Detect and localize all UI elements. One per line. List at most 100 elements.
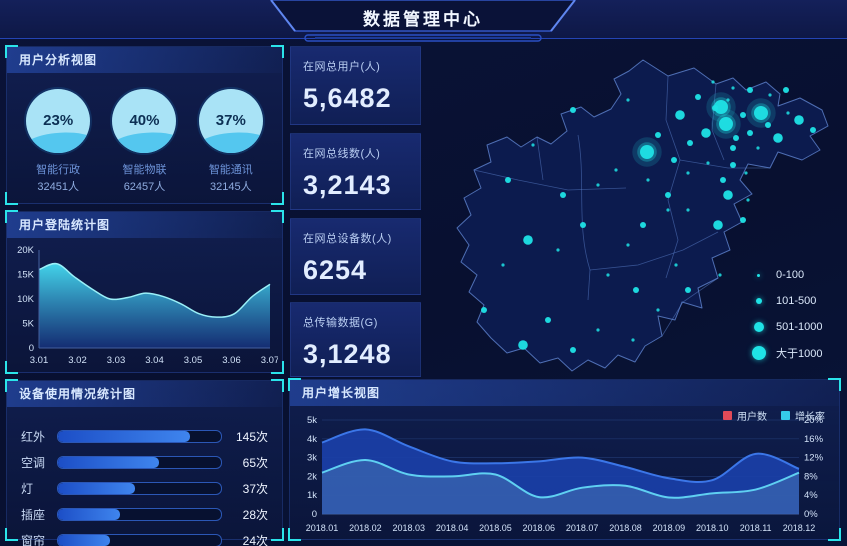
growth-chart-legend: 用户数 增长率 xyxy=(723,408,825,423)
svg-text:0: 0 xyxy=(29,343,34,354)
bar-row: 插座 28次 xyxy=(21,501,268,527)
svg-text:2018.06: 2018.06 xyxy=(523,523,556,533)
svg-text:4%: 4% xyxy=(804,490,818,501)
svg-text:8%: 8% xyxy=(804,471,818,482)
svg-text:3k: 3k xyxy=(307,453,317,464)
bar-category: 插座 xyxy=(21,507,46,522)
svg-text:2018.04: 2018.04 xyxy=(436,523,469,533)
corner-bracket xyxy=(5,528,18,541)
gauge-label: 智能物联 xyxy=(122,164,167,176)
bar-track xyxy=(57,455,222,469)
svg-text:2018.03: 2018.03 xyxy=(392,523,425,533)
stat-label: 在网总用户(人) xyxy=(303,61,381,73)
stat-card-total-lines: 在网总线数(人) 3,2143 xyxy=(290,133,421,210)
svg-text:2018.01: 2018.01 xyxy=(306,523,339,533)
legend-dot-icon xyxy=(756,298,762,304)
legend-label: 增长率 xyxy=(795,412,825,423)
svg-text:2018.05: 2018.05 xyxy=(479,523,512,533)
bar-value: 28次 xyxy=(242,507,268,522)
stat-value: 6254 xyxy=(303,255,368,285)
gauge-comms: 37% 智能通讯 32145人 xyxy=(192,89,270,194)
stat-label: 总传输数据(G) xyxy=(303,317,378,329)
panel-title-user-analysis: 用户分析视图 xyxy=(7,47,282,73)
map-legend-item: 101-500 xyxy=(752,288,823,314)
gauge-count: 32145人 xyxy=(210,181,252,193)
map-svg xyxy=(456,59,829,372)
stat-value: 3,2143 xyxy=(303,170,392,200)
bar-value: 145次 xyxy=(235,429,268,444)
legend-dot-icon xyxy=(754,322,764,332)
svg-text:0: 0 xyxy=(312,509,317,520)
svg-text:10K: 10K xyxy=(17,294,35,305)
device-bar-chart: 红外 145次 空调 65次灯 37次 插座 28次 窗帘 24次 xyxy=(7,407,282,546)
bar-category: 红外 xyxy=(21,429,46,444)
corner-bracket xyxy=(828,378,841,391)
svg-text:4k: 4k xyxy=(307,434,317,445)
liquid-gauge: 23% xyxy=(26,89,91,153)
legend-label: 0-100 xyxy=(776,269,805,281)
corner-bracket xyxy=(288,378,301,391)
legend-label: 大于1000 xyxy=(776,348,823,360)
corner-bracket xyxy=(5,192,18,205)
svg-text:5K: 5K xyxy=(22,319,34,330)
corner-bracket xyxy=(271,45,284,58)
liquid-gauge: 40% xyxy=(112,89,177,153)
corner-bracket xyxy=(5,361,18,374)
gauge-admin: 23% 智能行政 32451人 xyxy=(19,89,97,194)
header-decoration xyxy=(270,0,576,42)
svg-text:3.03: 3.03 xyxy=(107,355,126,366)
svg-text:20K: 20K xyxy=(17,245,35,256)
login-area-chart: 0 5K 10K 15K 20K 3.01 3.02 3.03 3.04 3.05 3.06 3.07 xyxy=(17,245,278,366)
bar-fill xyxy=(58,534,111,546)
gauge-percent: 23% xyxy=(43,112,74,129)
panel-title-login-stats: 用户登陆统计图 xyxy=(7,212,282,238)
panel-login-stats: 用户登陆统计图 0 5K 10K 15K 20K 3.01 3.02 3.03 3.04 3.05… xyxy=(5,210,284,374)
legend-dot-icon xyxy=(757,273,760,277)
svg-text:3.06: 3.06 xyxy=(222,355,241,366)
corner-bracket xyxy=(271,210,284,223)
bar-fill xyxy=(58,482,135,494)
corner-bracket xyxy=(271,361,284,374)
svg-text:2018.10: 2018.10 xyxy=(696,523,729,533)
svg-text:15K: 15K xyxy=(17,270,35,281)
bar-track xyxy=(57,533,222,546)
svg-text:5k: 5k xyxy=(307,415,317,426)
svg-text:20%: 20% xyxy=(804,415,824,426)
corner-bracket xyxy=(5,45,18,58)
svg-text:3.01: 3.01 xyxy=(30,355,49,366)
stat-label: 在网总线数(人) xyxy=(303,148,381,160)
svg-text:2018.02: 2018.02 xyxy=(349,523,382,533)
svg-text:2018.08: 2018.08 xyxy=(609,523,642,533)
map-legend-item: 大于1000 xyxy=(752,340,823,366)
page-title: 数据管理中心 xyxy=(363,10,483,29)
region-map xyxy=(428,40,842,392)
svg-text:3.05: 3.05 xyxy=(184,355,203,366)
legend-label: 用户数 xyxy=(737,412,767,423)
legend-item-growth[interactable]: 增长率 xyxy=(781,408,825,423)
gauge-percent: 37% xyxy=(215,112,246,129)
legend-item-users[interactable]: 用户数 xyxy=(723,408,767,423)
map-legend: 0-100 101-500 501-1000 大于1000 xyxy=(752,262,823,366)
bar-category: 灯 xyxy=(21,481,34,496)
svg-text:2k: 2k xyxy=(307,471,317,482)
map-legend-item: 0-100 xyxy=(752,262,823,288)
bar-fill xyxy=(58,456,160,468)
bar-track xyxy=(57,507,222,521)
svg-text:3.07: 3.07 xyxy=(261,355,278,366)
bar-value: 37次 xyxy=(242,481,268,496)
panel-title-device-usage: 设备使用情况统计图 xyxy=(7,381,282,407)
bar-fill xyxy=(58,508,120,520)
map-legend-item: 501-1000 xyxy=(752,314,823,340)
corner-bracket xyxy=(271,192,284,205)
corner-bracket xyxy=(5,210,18,223)
panel-user-growth: 用户增长视图 用户数 增长率 0 0% 1k 4% 2k 8% 3k 12% 4k 16% 5k 20… xyxy=(288,378,841,541)
svg-text:3.04: 3.04 xyxy=(145,355,164,366)
corner-bracket xyxy=(288,528,301,541)
gauge-group: 23% 智能行政 32451人 40% 智能物联 62457人 37% 智能通讯… xyxy=(7,73,282,194)
bar-row: 红外 145次 xyxy=(21,423,268,449)
legend-swatch-icon xyxy=(723,411,732,420)
stat-card-total-devices: 在网总设备数(人) 6254 xyxy=(290,218,421,295)
panel-title-user-growth: 用户增长视图 xyxy=(290,380,839,406)
svg-text:12%: 12% xyxy=(804,453,824,464)
stat-label: 在网总设备数(人) xyxy=(303,233,392,245)
